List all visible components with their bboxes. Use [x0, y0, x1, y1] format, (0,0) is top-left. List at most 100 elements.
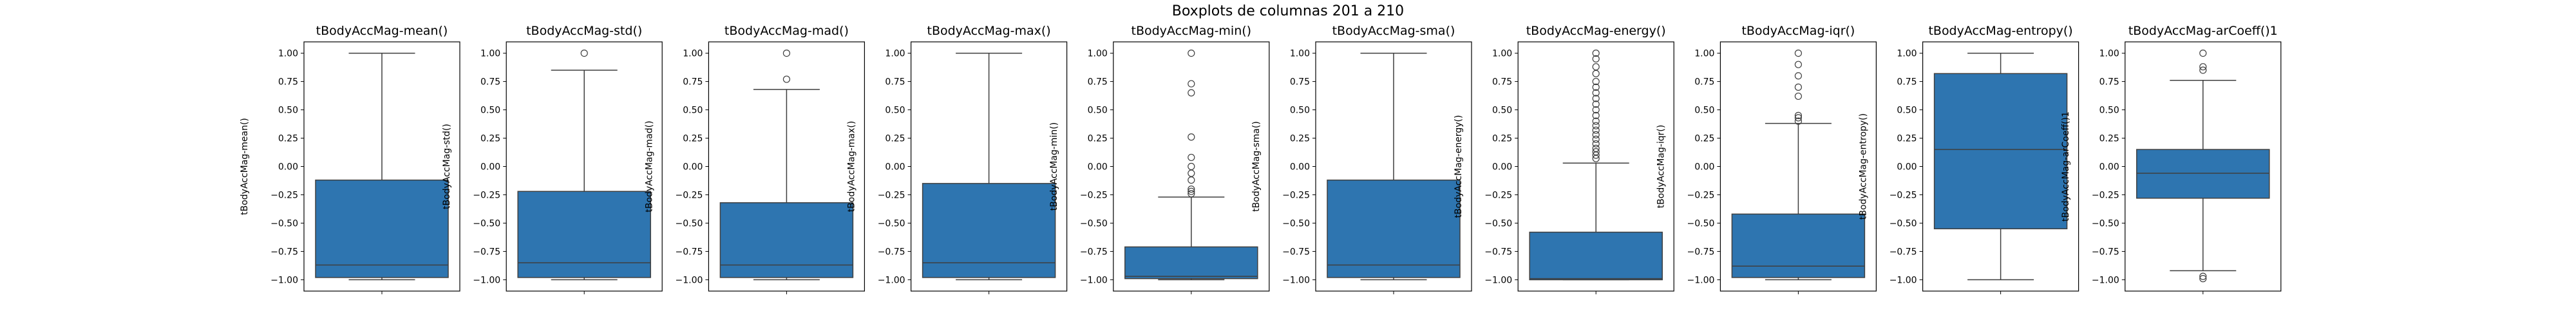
panel-title: tBodyAccMag-iqr() — [1741, 24, 1855, 38]
y-tick-label: 0.75 — [278, 77, 298, 88]
iqr-box — [517, 191, 651, 278]
iqr-box — [1933, 73, 2068, 229]
y-tick-label: −0.75 — [2092, 247, 2119, 257]
y-tick-label: 0.00 — [480, 162, 500, 173]
y-tick-label: 0.25 — [480, 134, 500, 144]
y-tick-label: 1.00 — [480, 49, 500, 59]
y-tick-label: −0.25 — [473, 190, 500, 200]
outlier-point — [1188, 153, 1195, 162]
outlier-point — [1188, 176, 1195, 184]
y-tick-label: 0.75 — [1492, 77, 1512, 88]
iqr-box — [922, 183, 1056, 278]
y-tick-label: 0.50 — [278, 106, 298, 116]
boxplot-panel: tBodyAccMag-std() 1.00 0.75 0.50 0.25 0.00 −0.… — [442, 24, 663, 294]
outlier-point — [2199, 272, 2207, 280]
panel-title: tBodyAccMag-max() — [927, 24, 1051, 38]
y-tick-label: −1.00 — [675, 275, 703, 285]
outlier-point — [2199, 63, 2207, 71]
outlier-point — [1188, 133, 1195, 141]
y-tick-label: 0.75 — [1088, 77, 1108, 88]
panel-title: tBodyAccMag-entropy() — [1928, 24, 2072, 38]
y-tick-label: 0.00 — [1290, 162, 1310, 173]
y-tick-label: 0.75 — [2099, 77, 2119, 88]
y-tick-label: −0.25 — [1889, 190, 1917, 200]
y-tick-label: 0.50 — [1897, 106, 1917, 116]
y-tick-label: −1.00 — [1080, 275, 1108, 285]
y-tick-label: 0.75 — [683, 77, 703, 88]
outlier-point — [1188, 162, 1195, 171]
outlier-point — [1592, 148, 1600, 156]
y-tick-label: −0.25 — [1687, 190, 1714, 200]
y-tick-label: 0.25 — [885, 134, 905, 144]
outlier-point — [1592, 63, 1600, 71]
y-tick-label: 0.00 — [1492, 162, 1512, 173]
outlier-point — [1592, 117, 1600, 125]
y-tick-label: −0.75 — [878, 247, 905, 257]
y-tick-label: 1.00 — [278, 49, 298, 59]
outlier-point — [1592, 95, 1600, 102]
y-tick-label: 0.50 — [1088, 106, 1108, 116]
y-tick-label: −0.50 — [270, 218, 298, 229]
panel-title: tBodyAccMag-min() — [1132, 24, 1252, 38]
figure-title: Boxplots de columnas 201 a 210 — [1172, 3, 1404, 19]
iqr-box — [1529, 231, 1663, 281]
y-tick-label: −0.50 — [2092, 218, 2119, 229]
outlier-point — [1794, 114, 1802, 122]
y-axis-label: tBodyAccMag-mad() — [644, 120, 654, 212]
y-tick-label: −0.50 — [1484, 218, 1512, 229]
y-tick-label: −1.00 — [1889, 275, 1917, 285]
y-tick-label: −1.00 — [2092, 275, 2119, 285]
outlier-point — [1592, 135, 1600, 143]
y-tick-label: 1.00 — [1897, 49, 1917, 59]
outlier-point — [1188, 185, 1195, 193]
y-tick-label: 0.25 — [1897, 134, 1917, 144]
y-tick-label: −0.25 — [1282, 190, 1310, 200]
y-tick-label: 0.75 — [1897, 77, 1917, 88]
y-tick-label: 0.00 — [1897, 162, 1917, 173]
y-tick-label: −0.50 — [1889, 218, 1917, 229]
y-tick-label: 0.50 — [1290, 106, 1310, 116]
y-tick-label: 0.50 — [480, 106, 500, 116]
y-tick-label: 0.50 — [1492, 106, 1512, 116]
y-tick-label: 1.00 — [1492, 49, 1512, 59]
outlier-point — [1188, 89, 1195, 97]
boxplot-panel: tBodyAccMag-entropy() 1.00 0.75 0.50 0.25 0.0… — [1859, 24, 2079, 294]
y-tick-label: 0.75 — [885, 77, 905, 88]
outlier-point — [2199, 49, 2207, 57]
y-tick-label: −0.75 — [1484, 247, 1512, 257]
y-tick-label: 0.00 — [2099, 162, 2119, 173]
outlier-point — [1592, 126, 1600, 134]
boxplot-panel: tBodyAccMag-mean() 1.00 0.75 0.50 0.25 0.00 −0… — [240, 24, 460, 294]
outlier-point — [1188, 187, 1195, 195]
outlier-point — [2199, 275, 2207, 283]
y-tick-label: 0.25 — [278, 134, 298, 144]
y-tick-label: 0.75 — [1694, 77, 1714, 88]
y-tick-label: −0.50 — [473, 218, 500, 229]
outlier-point — [1592, 77, 1600, 86]
y-tick-label: 0.25 — [683, 134, 703, 144]
y-tick-label: −0.75 — [1889, 247, 1917, 257]
y-tick-label: −0.50 — [1282, 218, 1310, 229]
y-tick-label: −0.50 — [675, 218, 703, 229]
outlier-point — [1188, 169, 1195, 177]
y-axis-label: tBodyAccMag-min() — [1049, 122, 1059, 211]
y-tick-label: −1.00 — [1687, 275, 1714, 285]
outlier-point — [1592, 49, 1600, 57]
outlier-point — [1592, 55, 1600, 62]
outlier-point — [1592, 131, 1600, 138]
y-tick-label: 0.25 — [1694, 134, 1714, 144]
outlier-point — [1794, 92, 1802, 100]
boxplot-grid: tBodyAccMag-mean() 1.00 0.75 0.50 0.25 0.00 −0… — [240, 24, 2282, 294]
iqr-box — [1124, 246, 1258, 279]
y-tick-label: −0.25 — [270, 190, 298, 200]
boxplot-panel: tBodyAccMag-energy() 1.00 0.75 0.50 0.25 0.00… — [1454, 24, 1674, 294]
y-tick-label: 0.00 — [1088, 162, 1108, 173]
y-tick-label: −0.50 — [1080, 218, 1108, 229]
y-tick-label: 0.75 — [480, 77, 500, 88]
y-tick-label: 0.50 — [683, 106, 703, 116]
y-tick-label: −0.75 — [270, 247, 298, 257]
y-tick-label: −0.25 — [1080, 190, 1108, 200]
y-tick-label: −1.00 — [270, 275, 298, 285]
outlier-point — [1794, 83, 1802, 91]
